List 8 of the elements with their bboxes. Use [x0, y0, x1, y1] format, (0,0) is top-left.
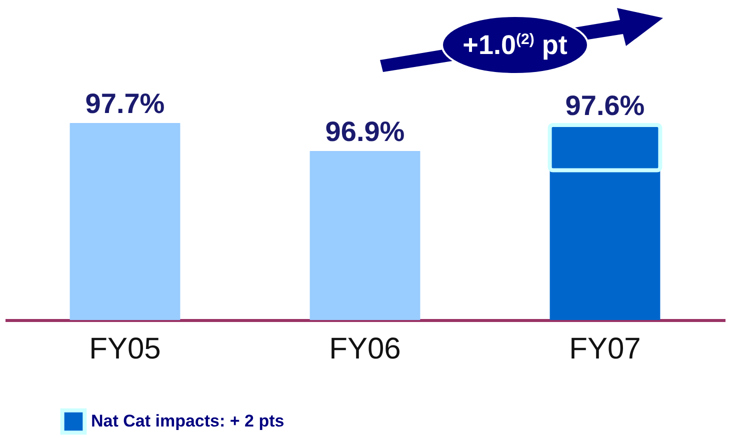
text: +1.0$^{(2)}$ pt [462, 29, 568, 62]
x-tick-label: FY06 [329, 332, 401, 366]
text: 96.9% [325, 116, 405, 147]
x-tick-label: FY07 [569, 332, 641, 366]
text: 97.6% [565, 90, 645, 121]
x-tick-label: FY05 [89, 332, 161, 366]
text: 97.7% [85, 88, 165, 119]
legend-label: Nat Cat impacts: + 2 pts [91, 412, 284, 430]
